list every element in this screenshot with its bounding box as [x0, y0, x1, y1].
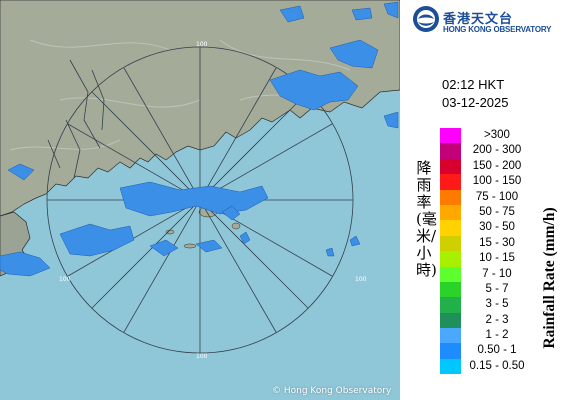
legend-swatch [440, 220, 461, 236]
legend-label: 100 - 150 [472, 175, 522, 188]
legend-swatch [440, 251, 461, 267]
river-lines [47, 59, 105, 179]
legend-swatch [440, 312, 461, 329]
legend-label: 10 - 15 [479, 252, 515, 265]
legend-labels: >300 200 - 300 150 - 200 100 - 150 75 - 100 5… [462, 128, 532, 374]
legend-label: 5 - 7 [485, 282, 509, 295]
legend-label: 15 - 30 [479, 236, 515, 249]
legend-swatch [440, 281, 461, 298]
copyright-text: © Hong Kong Observatory [272, 386, 392, 396]
hko-logo: 香港天文台 HONG KONG OBSERVATORY [412, 5, 572, 35]
legend-swatch [440, 235, 461, 252]
observation-time: 02:12 HKT [442, 77, 505, 92]
legend-swatch [440, 266, 461, 282]
legend-label: 30 - 50 [479, 221, 515, 234]
legend-swatch [440, 128, 461, 144]
legend-label: 0.50 - 1 [477, 344, 517, 357]
legend-swatch [440, 174, 461, 190]
legend-label: 7 - 10 [482, 267, 512, 280]
legend-label: 50 - 75 [479, 205, 515, 218]
hko-logo-icon [413, 6, 439, 32]
legend-swatch [440, 358, 461, 375]
land-texture [9, 39, 351, 151]
legend-label: >300 [484, 129, 510, 141]
legend-swatch [440, 328, 461, 344]
range-ring-label-west: 100 [59, 276, 71, 283]
observation-date: 03-12-2025 [442, 95, 509, 110]
legend-label: 0.15 - 0.50 [469, 359, 525, 372]
legend-label: 200 - 300 [472, 144, 522, 157]
legend-label: 3 - 5 [485, 298, 509, 311]
range-ring-label-north: 100 [196, 41, 208, 48]
rain-echoes [0, 1, 399, 277]
range-ring-label-east: 100 [355, 276, 367, 283]
legend-label: 75 - 100 [475, 190, 519, 203]
rainfall-rate-unit-chinese: 降雨率(毫米/小時) [416, 159, 437, 279]
legend-swatch [440, 189, 461, 205]
rainfall-rate-unit-english: Rainfall Rate (mm/h) [541, 207, 558, 349]
logo-chinese-text: 香港天文台 [443, 12, 514, 27]
legend-label: 1 - 2 [485, 329, 509, 342]
legend-swatch [440, 143, 461, 159]
legend-swatch [440, 297, 461, 313]
legend-label: 150 - 200 [472, 159, 522, 172]
legend-swatches [440, 128, 461, 375]
radar-map-graphic [0, 0, 400, 354]
range-ring-label-south: 100 [196, 353, 208, 360]
legend-swatch [440, 158, 461, 175]
logo-english-text: HONG KONG OBSERVATORY [443, 25, 552, 34]
legend-swatch [440, 204, 461, 221]
legend-swatch [440, 343, 461, 359]
radar-map: 100 100 100 100 © Hong Kong Observatory [0, 0, 400, 400]
legend-panel: 香港天文台 HONG KONG OBSERVATORY 02:12 HKT 03… [400, 0, 577, 400]
legend-label: 2 - 3 [485, 313, 509, 326]
